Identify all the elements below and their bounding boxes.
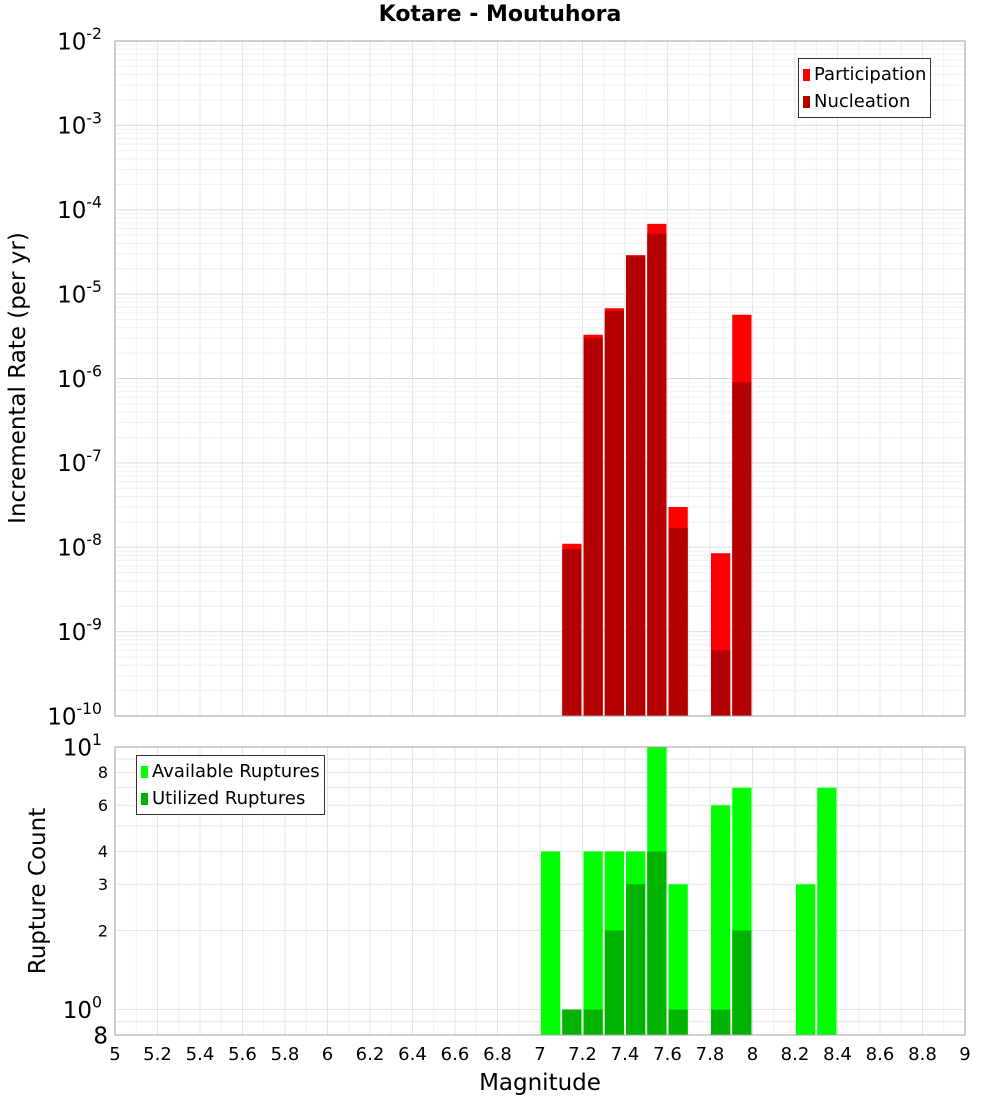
top-y-tick-label: 10-6 (57, 361, 102, 392)
available-ruptures-bar (817, 787, 837, 1035)
legend-swatch-nucleation (803, 96, 810, 108)
x-tick-label: 5.2 (143, 1044, 172, 1065)
x-tick-label: 8 (747, 1044, 758, 1065)
legend-label-available: Available Ruptures (152, 761, 320, 782)
utilized-ruptures-bar (562, 1009, 582, 1035)
nucleation-bar (668, 527, 688, 716)
x-tick-label: 9 (959, 1044, 970, 1065)
nucleation-bar (562, 549, 582, 716)
top-y-tick-label: 10-5 (57, 277, 102, 308)
available-ruptures-bar (668, 884, 688, 1035)
bottom-legend: Available Ruptures Utilized Ruptures (136, 755, 325, 815)
x-tick-label: 8.8 (908, 1044, 937, 1065)
chart-title: Kotare - Moutuhora (378, 2, 622, 27)
nucleation-bar (647, 233, 667, 716)
legend-swatch-available (141, 766, 148, 778)
x-axis-label: Magnitude (479, 1070, 601, 1096)
bottom-y-tick-label: 4 (98, 842, 108, 861)
legend-label-participation: Participation (814, 64, 927, 85)
nucleation-bar (604, 311, 624, 716)
x-tick-label: 7 (534, 1044, 545, 1065)
legend-item-available-ruptures: Available Ruptures (141, 758, 320, 785)
x-tick-label: 5 (109, 1044, 120, 1065)
nucleation-bar (583, 338, 603, 716)
top-y-tick-label: 10-8 (57, 530, 102, 561)
legend-item-nucleation: Nucleation (803, 88, 926, 115)
x-tick-label: 8.6 (866, 1044, 895, 1065)
top-y-tick-label: 10-9 (57, 615, 102, 646)
bottom-y-tick-label: 2 (98, 921, 108, 940)
top-y-tick-label: 10-2 (57, 24, 102, 55)
available-ruptures-bar (711, 805, 731, 1035)
legend-swatch-participation (803, 69, 810, 81)
x-tick-label: 7.4 (611, 1044, 640, 1065)
top-y-tick-label: 10-7 (57, 446, 102, 477)
top-y-tick-label: 10-10 (47, 699, 102, 730)
x-tick-label: 8.4 (823, 1044, 852, 1065)
bottom-y-tick-label: 8 (98, 763, 108, 782)
nucleation-bar (711, 650, 731, 716)
legend-item-participation: Participation (803, 61, 926, 88)
x-tick-label: 7.8 (696, 1044, 725, 1065)
x-tick-label: 5.4 (186, 1044, 215, 1065)
x-tick-label: 5.8 (271, 1044, 300, 1065)
x-tick-label: 6.8 (483, 1044, 512, 1065)
x-tick-label: 6.6 (441, 1044, 470, 1065)
top-legend: Participation Nucleation (798, 58, 932, 118)
x-tick-label: 6 (322, 1044, 333, 1065)
utilized-ruptures-bar (626, 884, 646, 1035)
legend-swatch-utilized (141, 793, 148, 805)
legend-item-utilized-ruptures: Utilized Ruptures (141, 785, 320, 812)
x-tick-label: 8.2 (781, 1044, 810, 1065)
bottom-y-tick-label: 8 (93, 1023, 108, 1049)
bottom-y-tick-label: 100 (63, 992, 102, 1023)
nucleation-bar (626, 256, 646, 716)
utilized-ruptures-bar (583, 1009, 603, 1035)
x-tick-label: 5.6 (228, 1044, 257, 1065)
nucleation-bar (732, 382, 752, 716)
top-y-tick-label: 10-4 (57, 193, 102, 224)
top-y-tick-label: 10-3 (57, 108, 102, 139)
legend-label-utilized: Utilized Ruptures (152, 788, 306, 809)
utilized-ruptures-bar (711, 1009, 731, 1035)
bottom-y-tick-label: 101 (63, 730, 102, 761)
available-ruptures-bar (583, 851, 603, 1035)
available-ruptures-bar (796, 884, 816, 1035)
bottom-y-tick-label: 3 (98, 875, 108, 894)
utilized-ruptures-bar (668, 1009, 688, 1035)
x-tick-label: 7.2 (568, 1044, 597, 1065)
available-ruptures-bar (541, 851, 561, 1035)
legend-label-nucleation: Nucleation (814, 91, 911, 112)
x-tick-label: 6.4 (398, 1044, 427, 1065)
bottom-plot-border (114, 746, 966, 1036)
utilized-ruptures-bar (647, 851, 667, 1035)
utilized-ruptures-bar (604, 930, 624, 1035)
utilized-ruptures-bar (732, 930, 752, 1035)
x-tick-label: 6.2 (356, 1044, 385, 1065)
bottom-y-tick-label: 6 (98, 796, 108, 815)
x-tick-label: 7.6 (653, 1044, 682, 1065)
top-plot-border (114, 40, 966, 717)
